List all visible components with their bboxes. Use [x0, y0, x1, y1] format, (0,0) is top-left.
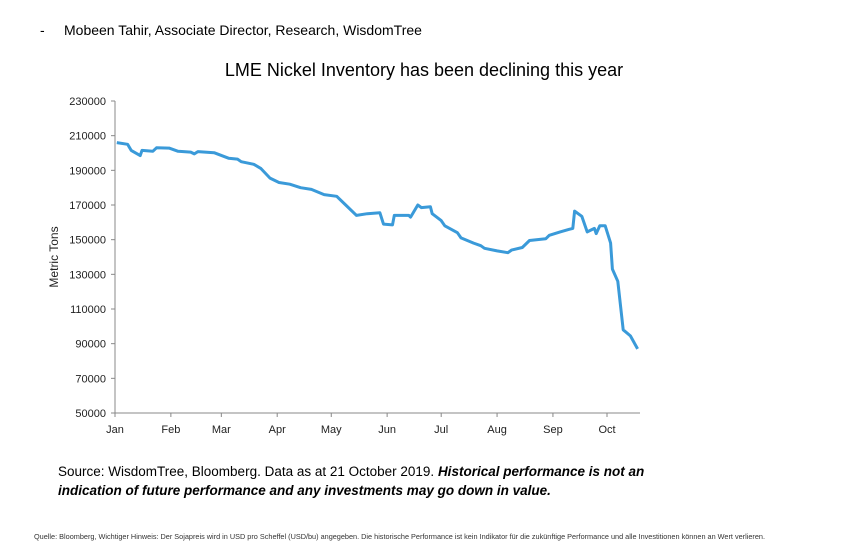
source-note: Source: WisdomTree, Bloomberg. Data as a…: [58, 462, 658, 500]
x-tick-label: Aug: [487, 424, 507, 436]
chart: 50000 70000 90000 110000 130000 150000 170000 1…: [47, 96, 640, 436]
x-tick-label: Oct: [598, 424, 615, 436]
y-tick-label: 110000: [70, 304, 106, 316]
y-tick-label: 130000: [69, 269, 106, 281]
x-tick-label: Jun: [378, 424, 396, 436]
author-line: - Mobeen Tahir, Associate Director, Resea…: [40, 22, 422, 38]
y-axis-label: Metric Tons: [47, 226, 61, 287]
footnote: Quelle: Bloomberg, Wichtiger Hinweis: De…: [34, 532, 765, 541]
y-tick-label: 150000: [69, 235, 106, 247]
y-tick-label: 90000: [75, 339, 106, 351]
y-tick-label: 210000: [69, 131, 106, 143]
x-tick-label: Mar: [212, 424, 231, 436]
chart-title: LME Nickel Inventory has been declining …: [224, 60, 624, 80]
disclaimer-text: Historical performance is not an indicat…: [58, 464, 645, 498]
y-tick-label: 170000: [69, 200, 106, 212]
author-name: Mobeen Tahir, Associate Director, Resear…: [64, 22, 422, 38]
x-tick-label: Feb: [161, 424, 180, 436]
x-tick-label: Sep: [543, 424, 563, 436]
source-text: Source: WisdomTree, Bloomberg. Data as a…: [58, 464, 438, 479]
series-line: [116, 141, 639, 350]
x-tick-label: Jul: [434, 424, 448, 436]
y-tick-label: 50000: [75, 408, 106, 420]
bullet: -: [40, 22, 45, 38]
y-tick-label: 230000: [69, 96, 106, 108]
y-tick-label: 190000: [69, 165, 106, 177]
y-tick-label: 70000: [75, 373, 106, 385]
x-tick-label: Apr: [269, 424, 286, 436]
x-tick-label: May: [321, 424, 342, 436]
x-tick-label: Jan: [106, 424, 124, 436]
